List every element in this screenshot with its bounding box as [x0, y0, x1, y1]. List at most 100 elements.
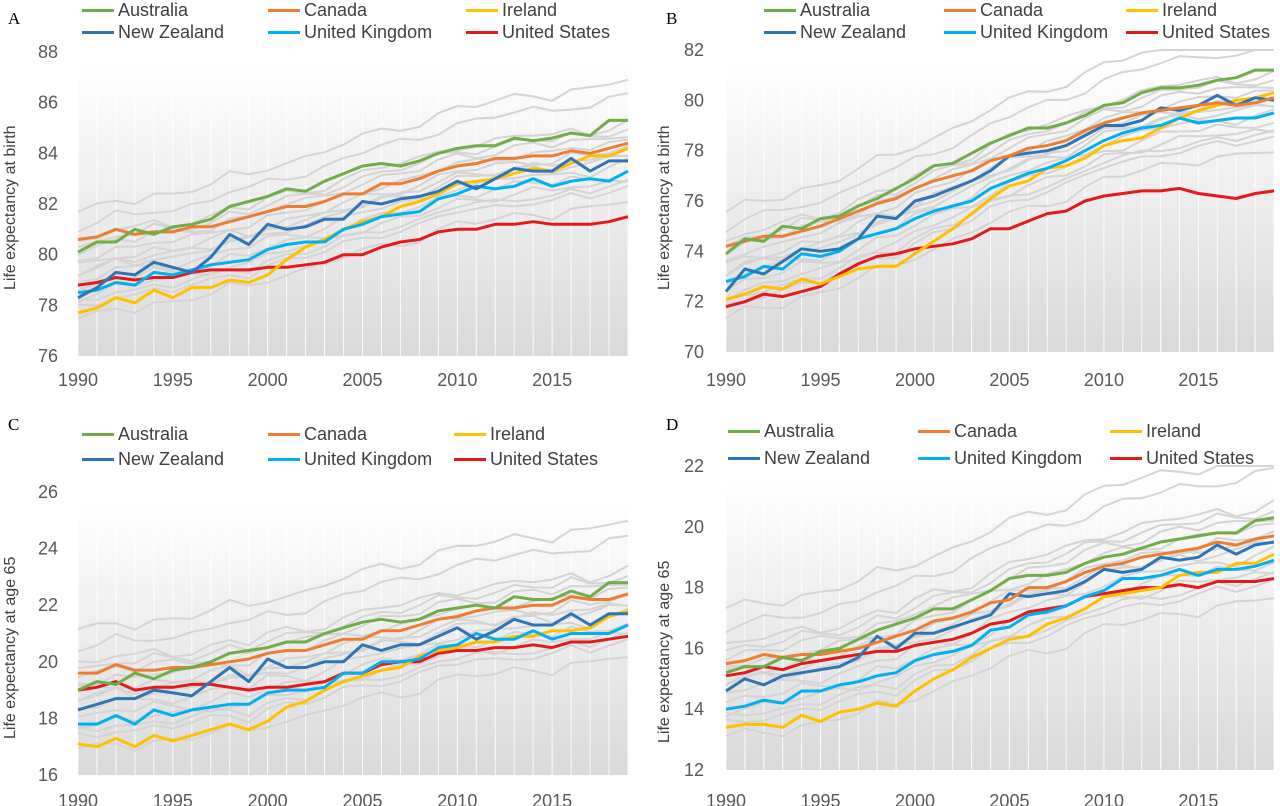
- series-line-united-kingdom: [78, 623, 629, 726]
- comparison-country-line: [77, 157, 629, 284]
- legend-label: Australia: [800, 0, 871, 20]
- comparison-country-line: [77, 638, 629, 739]
- x-tick-label: 2015: [532, 791, 572, 806]
- legend-swatch: [944, 31, 976, 34]
- y-tick-label: 80: [38, 245, 58, 265]
- series-line-ireland: [725, 552, 1275, 729]
- y-tick-label: 78: [38, 295, 58, 315]
- legend-swatch: [1126, 31, 1158, 34]
- legend-label: United Kingdom: [954, 448, 1083, 468]
- legend-swatch: [82, 433, 114, 436]
- comparison-country-line: [725, 499, 1275, 644]
- comparison-country-line: [725, 571, 1275, 718]
- legend-label: Ireland: [502, 0, 558, 20]
- legend-swatch: [268, 458, 300, 461]
- y-tick-label: 86: [38, 93, 58, 113]
- y-tick-label: 12: [684, 760, 704, 780]
- y-tick-label: 14: [684, 699, 704, 719]
- comparison-country-line: [725, 86, 1275, 256]
- series-line-united-kingdom: [77, 169, 629, 295]
- comparison-country-line: [725, 545, 1275, 694]
- legend-swatch: [1110, 430, 1142, 433]
- comparison-country-line: [725, 49, 1274, 233]
- x-tick-label: 1990: [706, 791, 746, 806]
- series-line-united-kingdom: [725, 558, 1275, 711]
- x-tick-label: 2000: [895, 791, 935, 806]
- x-tick-label: 1995: [153, 791, 193, 806]
- y-tick-label: 70: [684, 342, 704, 362]
- y-tick-label: 20: [38, 652, 58, 672]
- series-line-australia: [725, 516, 1275, 675]
- series-line-ireland: [725, 91, 1275, 301]
- series-line-united-states: [725, 577, 1275, 678]
- y-tick-label: 16: [684, 638, 704, 658]
- y-tick-label: 84: [38, 143, 58, 163]
- series-line-canada: [725, 96, 1275, 248]
- x-tick-label: 1995: [153, 370, 193, 390]
- series-line-australia: [77, 581, 628, 692]
- panel-c: 16 18 20 22 24 26 1990 1995 2000 2005 2010 2015 C A…: [0, 403, 640, 806]
- legend-label: United States: [1162, 22, 1271, 42]
- x-tick-label: 2005: [342, 791, 382, 806]
- comparison-country-line: [725, 108, 1275, 284]
- legend-label: Canada: [304, 0, 368, 20]
- panel-d: 12 14 16 18 20 22 1990 1995 2000 2005 2010 2015 D A…: [640, 403, 1280, 806]
- comparison-country-line: [725, 102, 1275, 277]
- y-tick-label: 82: [684, 40, 704, 60]
- y-tick-label: 22: [38, 595, 58, 615]
- chart-a-svg: 76 78 80 82 84 86 88 1990 1995 2000 2005 2010 2015: [38, 42, 629, 390]
- legend-swatch: [918, 457, 950, 460]
- legend-label: New Zealand: [118, 22, 225, 42]
- x-tick-label: 2010: [1084, 370, 1124, 390]
- series-line-australia: [725, 68, 1274, 255]
- legend-swatch: [764, 31, 796, 34]
- y-tick-label: 80: [684, 90, 704, 110]
- panel-a: 76 78 80 82 84 86 88 1990 1995 2000 2005 2010 2015 A…: [0, 0, 640, 403]
- comparison-country-line: [77, 519, 629, 631]
- legend-swatch: [454, 458, 486, 461]
- legend-label: Ireland: [1146, 421, 1202, 441]
- x-tick-label: 2010: [437, 791, 477, 806]
- comparison-country-line: [725, 121, 1275, 292]
- x-tick-label: 2015: [532, 370, 572, 390]
- panel-b: 70 72 74 76 78 80 82 1990 1995 2000 2005 2010 2015 B…: [640, 0, 1280, 403]
- series-line-new-zealand: [77, 156, 628, 300]
- x-tick-label: 2000: [248, 791, 288, 806]
- x-tick-label: 2010: [1084, 791, 1124, 806]
- legend-label: New Zealand: [764, 448, 871, 468]
- y-tick-label: 88: [38, 42, 58, 62]
- series-line-united-kingdom: [725, 111, 1275, 283]
- chart-c-svg: 16 18 20 22 24 26 1990 1995 2000 2005 2010 2015: [38, 482, 629, 806]
- series-line-united-states: [725, 186, 1275, 309]
- series-line-ireland: [77, 609, 629, 749]
- legend-swatch: [454, 433, 486, 436]
- x-tick-label: 1990: [58, 370, 98, 390]
- series-line-new-zealand: [77, 612, 628, 712]
- legend-swatch: [466, 31, 498, 34]
- series-line-united-states: [77, 215, 629, 287]
- comparison-country-line: [77, 564, 629, 664]
- y-tick-label: 22: [684, 456, 704, 476]
- x-tick-label: 2000: [248, 370, 288, 390]
- x-tick-label: 1995: [800, 791, 840, 806]
- series-line-new-zealand: [724, 93, 1275, 293]
- legend-label: Canada: [954, 421, 1018, 441]
- legend-swatch: [728, 457, 760, 460]
- y-tick-label: 20: [684, 517, 704, 537]
- y-tick-label: 16: [38, 765, 58, 785]
- y-tick-label: 18: [38, 708, 58, 728]
- legend-swatch: [268, 433, 300, 436]
- panel-letter-c: C: [8, 415, 20, 434]
- x-tick-label: 2005: [989, 791, 1029, 806]
- x-tick-label: 2015: [1178, 370, 1218, 390]
- legend-swatch: [944, 9, 976, 12]
- legend-swatch: [728, 430, 760, 433]
- y-tick-label: 24: [38, 539, 58, 559]
- series-line-canada: [77, 141, 629, 241]
- x-tick-label: 2005: [342, 370, 382, 390]
- legend-label: Ireland: [1162, 0, 1218, 20]
- chart-b-svg: 70 72 74 76 78 80 82 1990 1995 2000 2005 2010 2015: [684, 40, 1275, 390]
- legend-swatch: [466, 9, 498, 12]
- comparison-country-line: [725, 510, 1275, 652]
- comparison-country-line: [725, 570, 1275, 717]
